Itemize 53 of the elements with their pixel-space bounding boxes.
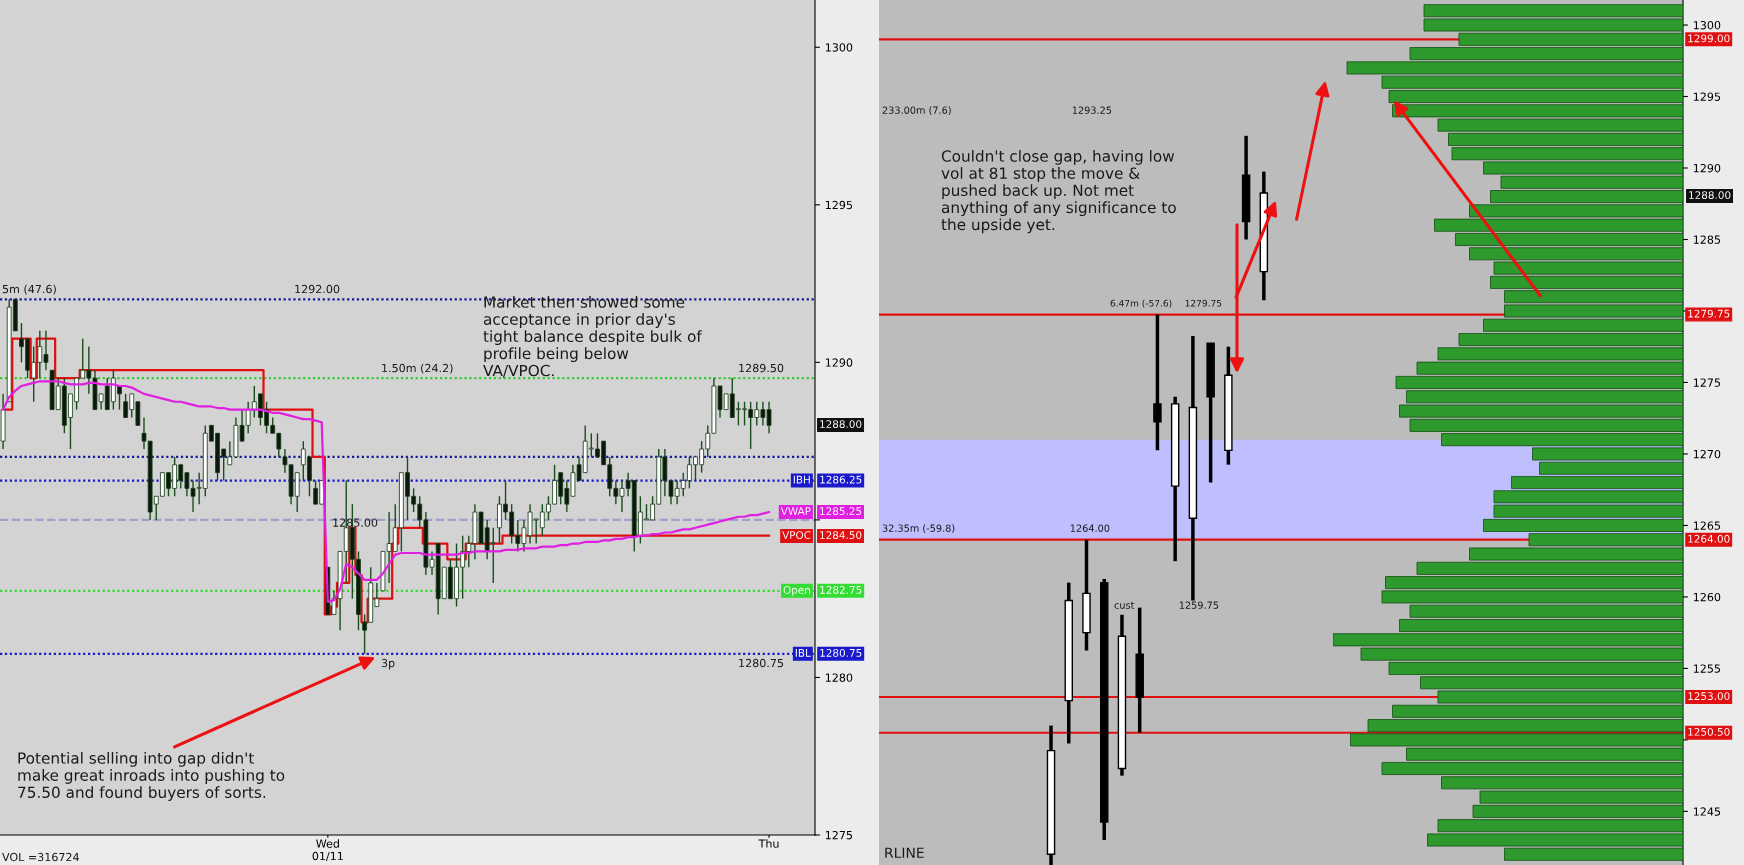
annotation: Market then showed some acceptance in prior day's tight balance despite bulk of profile being below VA/VPOC. bbox=[483, 296, 703, 378]
annotation: 1292.00 bbox=[295, 284, 340, 294]
y-tick-label: 1295 bbox=[1693, 92, 1721, 101]
y-tick-label: 1270 bbox=[1693, 449, 1721, 459]
ref-line-label: 1299.00 bbox=[1688, 34, 1730, 43]
y-tick-label: 1275 bbox=[1693, 378, 1721, 387]
annotation: IBL bbox=[795, 649, 811, 657]
annotation: 1279.75 bbox=[1185, 299, 1222, 307]
ref-line-label: 1286.25 bbox=[820, 475, 862, 484]
y-tick-label: 1300 bbox=[1693, 21, 1721, 30]
y-tick-label: 1280 bbox=[825, 673, 853, 682]
y-tick-label: 1255 bbox=[1693, 664, 1721, 673]
annotation: IBH bbox=[793, 475, 810, 484]
text: VOL =316724 bbox=[2, 852, 79, 862]
annotation: 1259.75 bbox=[1179, 601, 1219, 609]
ref-line-label: 1280.75 bbox=[820, 648, 862, 657]
y-tick-label: 1260 bbox=[1693, 592, 1721, 602]
text: VPOC bbox=[782, 531, 811, 540]
annotation: 1289.50 bbox=[739, 363, 784, 373]
text: 1288.00 bbox=[1689, 191, 1731, 200]
ref-line-label: 1250.50 bbox=[1688, 727, 1730, 736]
y-tick-label: 1300 bbox=[825, 43, 853, 52]
text: 1288.00 bbox=[820, 420, 862, 429]
y-tick-label: 1245 bbox=[1693, 807, 1721, 816]
annotation: 5m (47.6) bbox=[2, 284, 56, 295]
y-tick-label: 1265 bbox=[1693, 521, 1721, 530]
y-tick-label: 1285 bbox=[1693, 235, 1721, 244]
x-tick-label: Thu bbox=[758, 839, 779, 848]
y-tick-label: 1290 bbox=[1693, 163, 1721, 173]
annotation: Potential selling into gap didn't make great inroads into pushing to 75.50 and found buyers of sorts. bbox=[18, 752, 285, 801]
annotation: 1293.25 bbox=[1072, 106, 1112, 114]
ref-line-label: 1264.00 bbox=[1688, 534, 1730, 543]
annotation: Couldn't close gap, having low vol at 81 stop the move & pushed back up. Not met anything of any significance to the upside yet. bbox=[941, 150, 1176, 234]
text: RLINE bbox=[885, 847, 924, 858]
y-tick-label: 1275 bbox=[825, 830, 853, 840]
text: 1284.50 bbox=[820, 531, 862, 540]
text: 32.35m (-59.8) bbox=[882, 524, 955, 533]
annotation: 1264.00 bbox=[1070, 524, 1110, 532]
annotation: 1280.75 bbox=[739, 658, 784, 668]
ref-line-label: 1282.75 bbox=[820, 585, 862, 594]
y-tick-label: 1290 bbox=[825, 358, 853, 367]
text: VWAP bbox=[780, 507, 811, 515]
annotation: 3p bbox=[381, 658, 395, 670]
text: 1285.25 bbox=[820, 507, 862, 516]
ref-line-label: 1253.00 bbox=[1688, 692, 1730, 701]
y-tick-label: 1295 bbox=[825, 200, 853, 210]
annotation: 1.50m (24.2) bbox=[382, 363, 453, 374]
annotation: cust bbox=[1114, 601, 1135, 609]
text: 233.00m (7.6) bbox=[882, 106, 951, 115]
annotation: Open bbox=[783, 585, 810, 596]
x-tick-label: Wed 01/11 bbox=[312, 839, 343, 862]
annotation: 6.47m (-57.6) bbox=[1110, 299, 1172, 308]
ref-line-label: 1279.75 bbox=[1688, 309, 1730, 318]
